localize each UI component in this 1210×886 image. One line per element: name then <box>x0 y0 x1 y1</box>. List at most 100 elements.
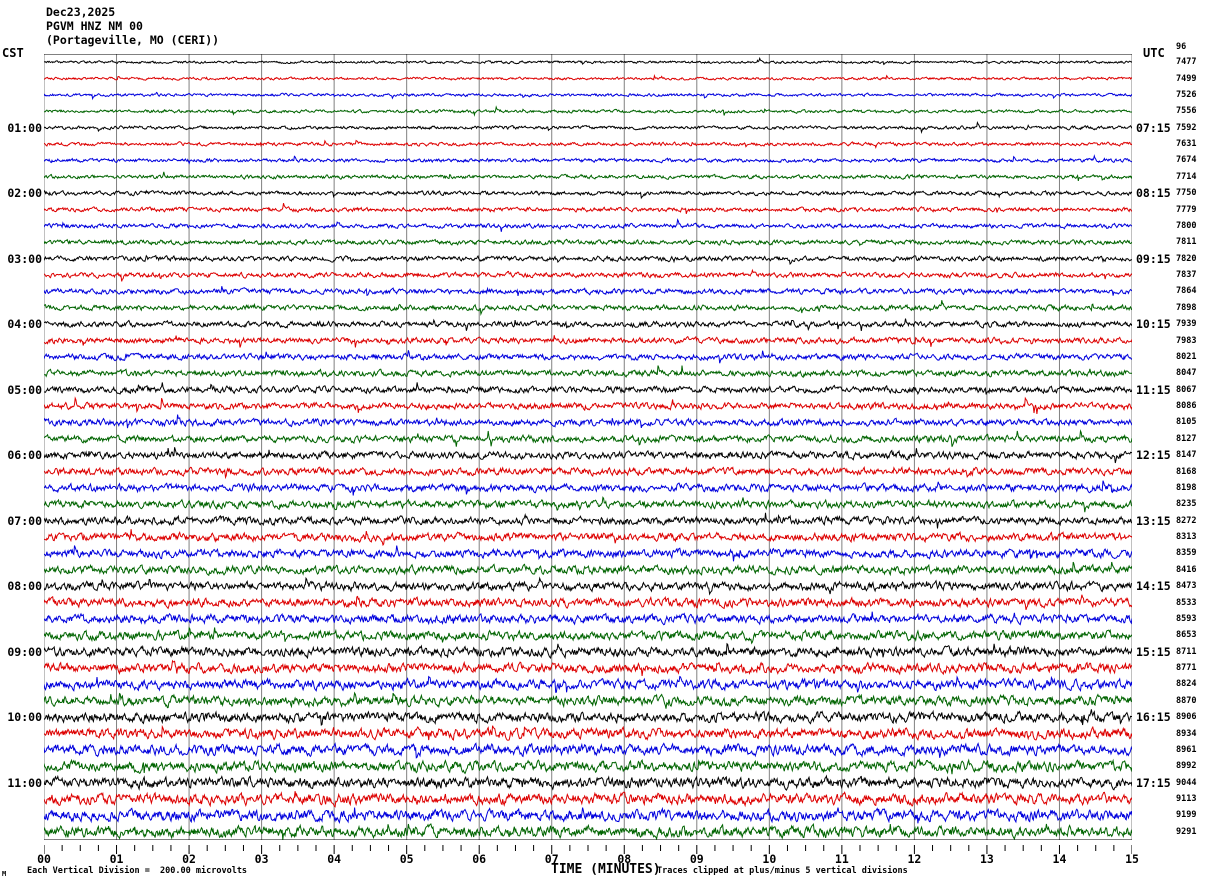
cst-time-label: 07:00 <box>7 513 42 528</box>
seismogram-trace <box>44 382 1132 396</box>
trace-amplitude-label: 8168 <box>1176 466 1197 477</box>
trace-amplitude-label: 7556 <box>1176 106 1197 117</box>
trace-amplitude-label: 9199 <box>1176 810 1197 821</box>
x-axis-tick-label: 08 <box>617 852 632 866</box>
cst-time-label: 03:00 <box>7 251 42 266</box>
trace-amplitude-label: 8771 <box>1176 663 1197 674</box>
utc-time-label: 15:15 <box>1136 644 1171 659</box>
utc-time-label: 13:15 <box>1136 513 1171 528</box>
trace-amplitude-label: 8533 <box>1176 597 1197 608</box>
axis-label-utc: UTC <box>1143 46 1165 60</box>
seismogram-trace <box>44 774 1132 791</box>
utc-time-label: 10:15 <box>1136 317 1171 332</box>
x-axis-tick-label: 02 <box>182 852 196 866</box>
seismogram-trace <box>44 576 1132 596</box>
x-axis-tick-label: 00 <box>37 852 51 866</box>
cst-time-label: 05:00 <box>7 382 42 397</box>
trace-amplitude-label: 7714 <box>1176 171 1197 182</box>
x-axis-ticks <box>43 840 1133 854</box>
trace-amplitude-label: 8198 <box>1176 482 1197 493</box>
trace-amplitude-label: 8653 <box>1176 630 1197 641</box>
x-axis-tick-label: 15 <box>1125 852 1139 866</box>
seismogram-trace <box>44 335 1132 348</box>
footer-clip-note: Traces clipped at plus/minus 5 vertical … <box>657 866 908 876</box>
utc-time-label: 16:15 <box>1136 710 1171 725</box>
cst-time-label: 04:00 <box>7 317 42 332</box>
seismogram-trace <box>44 268 1132 282</box>
seismogram-trace <box>44 300 1132 316</box>
trace-amplitude-label: 7674 <box>1176 155 1197 166</box>
x-axis-title: TIME (MINUTES) <box>551 862 661 877</box>
seismogram-trace <box>44 691 1132 709</box>
trace-amplitude-label: 9113 <box>1176 794 1197 805</box>
seismogram-trace <box>44 512 1132 529</box>
seismogram-trace <box>44 154 1132 165</box>
seismogram-trace <box>44 121 1132 134</box>
utc-time-label: 08:15 <box>1136 186 1171 201</box>
trace-amplitude-label: 7477 <box>1176 57 1197 68</box>
trace-amplitude-label: 8870 <box>1176 695 1197 706</box>
seismogram-trace <box>44 642 1132 660</box>
trace-amplitude-label: 7837 <box>1176 270 1197 281</box>
seismogram-trace <box>44 447 1132 464</box>
trace-amplitude-label: 8961 <box>1176 744 1197 755</box>
trace-amplitude-label: 8272 <box>1176 515 1197 526</box>
seismogram-trace <box>44 74 1132 81</box>
trace-amplitude-label: 7898 <box>1176 302 1197 313</box>
trace-amplitude-label: 7631 <box>1176 139 1197 150</box>
utc-time-label: 17:15 <box>1136 775 1171 790</box>
seismogram-trace <box>44 545 1132 562</box>
trace-amplitude-label: 8473 <box>1176 581 1197 592</box>
trace-amplitude-label: 8416 <box>1176 564 1197 575</box>
trace-amplitude-label: 8047 <box>1176 368 1197 379</box>
seismogram-trace <box>44 791 1132 808</box>
x-axis-tick-label: 12 <box>907 852 922 866</box>
seismogram-trace <box>44 189 1132 200</box>
seismogram-trace <box>44 105 1132 117</box>
trace-amplitude-label: 7800 <box>1176 220 1197 231</box>
seismogram-trace <box>44 806 1132 825</box>
trace-amplitude-label: 8593 <box>1176 613 1197 624</box>
cst-time-label: 09:00 <box>7 644 42 659</box>
header-station-location: (Portageville, MO (CERI)) <box>46 33 220 47</box>
seismogram-trace <box>44 480 1132 496</box>
footer-scale-note: Each Vertical Division = 200.00 microvol… <box>27 866 248 876</box>
top-amplitude-marker: 96 <box>1176 42 1187 52</box>
x-axis-tick-label: 01 <box>109 852 124 866</box>
x-axis-tick-label: 06 <box>472 852 487 866</box>
x-axis-tick-label: 11 <box>834 852 849 866</box>
seismogram-trace <box>44 218 1132 232</box>
trace-amplitude-label: 8824 <box>1176 679 1197 690</box>
seismogram-trace <box>44 238 1132 247</box>
x-axis-tick-label: 03 <box>254 852 269 866</box>
seismogram-trace <box>44 139 1132 149</box>
seismogram-trace <box>44 286 1132 297</box>
seismogram-trace <box>44 365 1132 379</box>
seismogram-trace <box>44 254 1132 266</box>
trace-amplitude-label: 8934 <box>1176 728 1197 739</box>
trace-amplitude-label: 9291 <box>1176 826 1197 837</box>
trace-amplitude-label: 8313 <box>1176 532 1197 543</box>
seismogram-trace <box>44 414 1132 429</box>
seismogram-trace <box>44 56 1132 66</box>
seismogram-trace <box>44 465 1132 480</box>
seismogram-trace <box>44 529 1132 547</box>
trace-amplitude-label: 8067 <box>1176 384 1197 395</box>
header-date: Dec23,2025 <box>46 5 116 19</box>
trace-amplitude-label: 8021 <box>1176 351 1197 362</box>
corner-marker: M <box>2 870 7 878</box>
x-axis-tick-label: 09 <box>689 852 704 866</box>
trace-amplitude-label: 8105 <box>1176 417 1197 428</box>
cst-time-label: 02:00 <box>7 186 42 201</box>
seismogram-trace <box>44 742 1132 759</box>
seismogram-trace <box>44 659 1132 676</box>
axis-label-cst: CST <box>2 46 24 60</box>
seismogram-trace <box>44 675 1132 693</box>
trace-amplitude-label: 7820 <box>1176 253 1197 264</box>
trace-amplitude-label: 7779 <box>1176 204 1197 215</box>
seismogram-trace <box>44 561 1132 577</box>
utc-time-label: 14:15 <box>1136 579 1171 594</box>
trace-amplitude-label: 7811 <box>1176 237 1197 248</box>
x-axis-tick-label: 14 <box>1052 852 1067 866</box>
utc-time-label: 12:15 <box>1136 448 1171 463</box>
